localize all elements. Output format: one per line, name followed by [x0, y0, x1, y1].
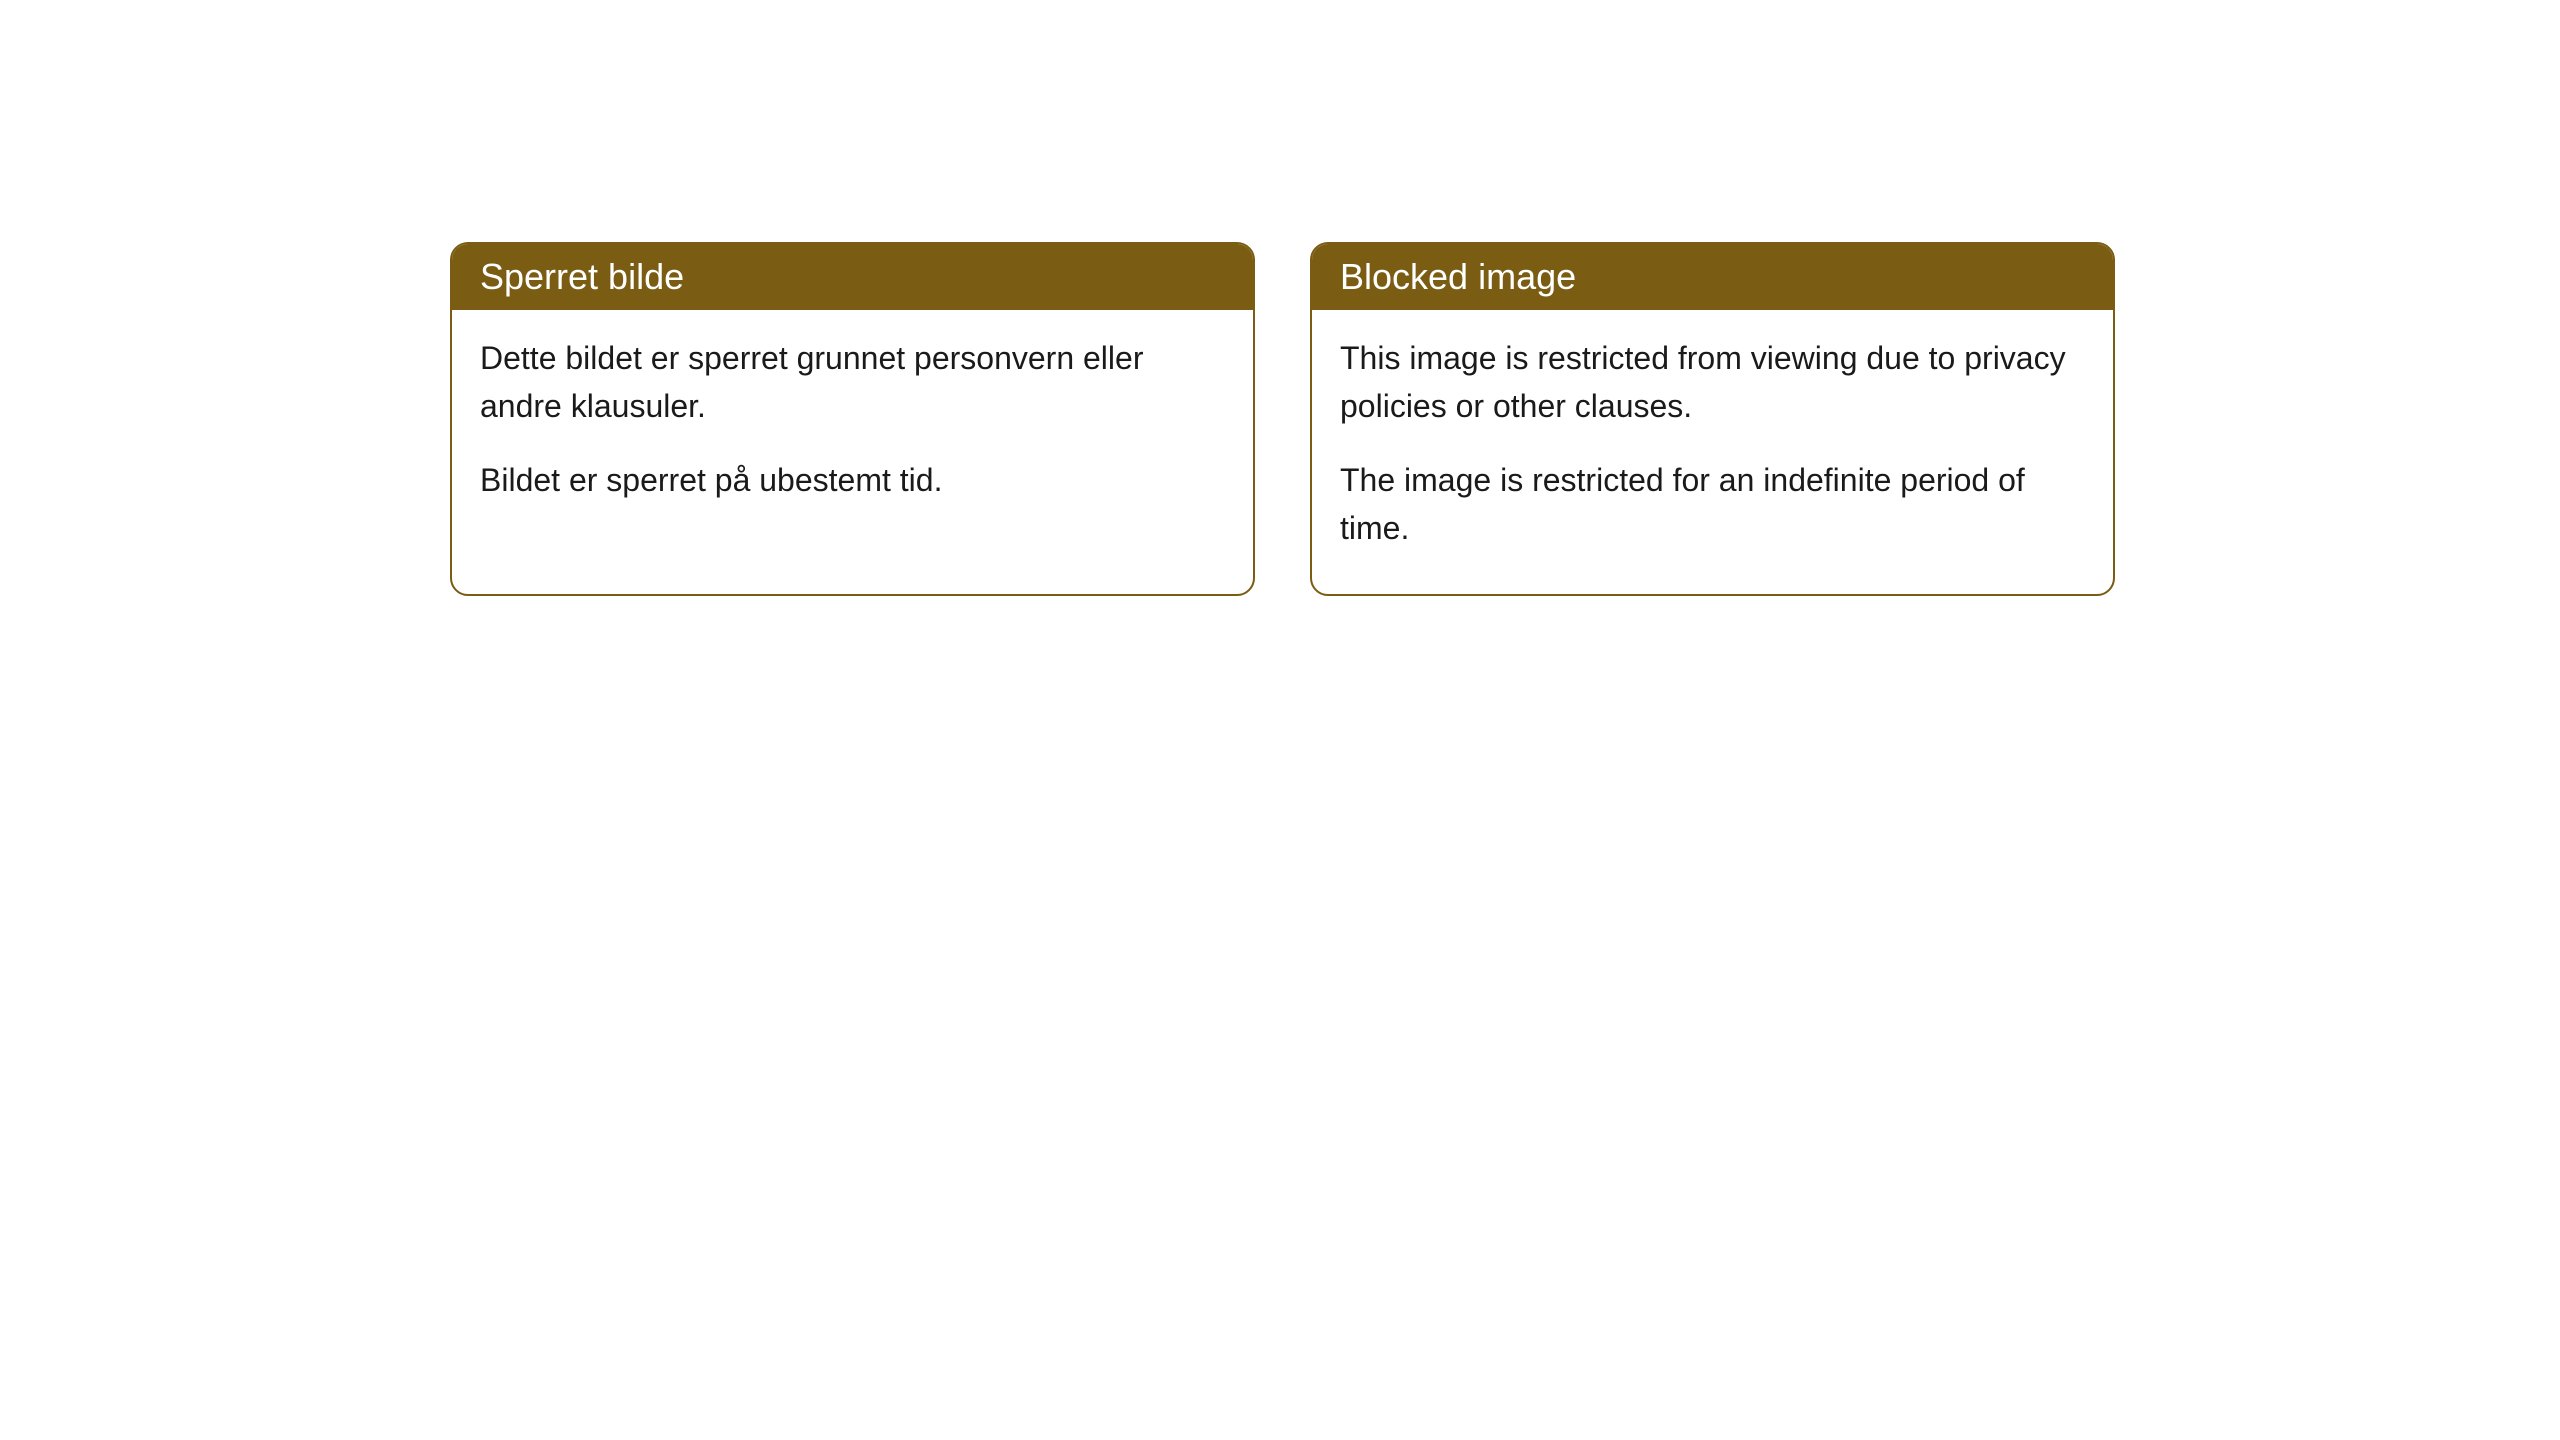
notice-header-english: Blocked image — [1312, 244, 2113, 310]
notice-paragraph: Dette bildet er sperret grunnet personve… — [480, 334, 1225, 430]
notice-card-norwegian: Sperret bilde Dette bildet er sperret gr… — [450, 242, 1255, 596]
notice-paragraph: This image is restricted from viewing du… — [1340, 334, 2085, 430]
notice-cards-container: Sperret bilde Dette bildet er sperret gr… — [450, 242, 2115, 596]
notice-card-english: Blocked image This image is restricted f… — [1310, 242, 2115, 596]
notice-body-english: This image is restricted from viewing du… — [1312, 310, 2113, 594]
notice-paragraph: Bildet er sperret på ubestemt tid. — [480, 456, 1225, 504]
notice-paragraph: The image is restricted for an indefinit… — [1340, 456, 2085, 552]
notice-body-norwegian: Dette bildet er sperret grunnet personve… — [452, 310, 1253, 546]
notice-header-norwegian: Sperret bilde — [452, 244, 1253, 310]
